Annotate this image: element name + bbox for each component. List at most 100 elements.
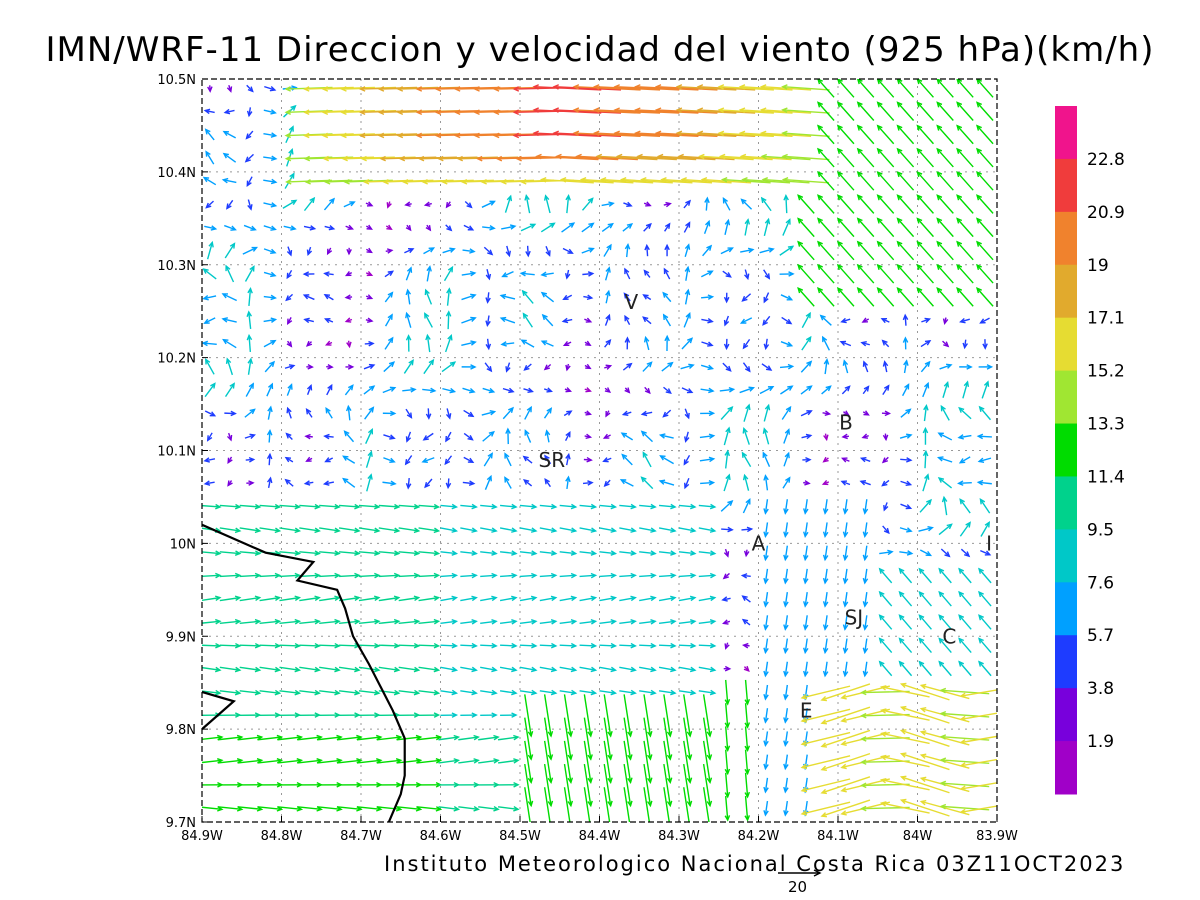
vector-shaft xyxy=(761,197,772,212)
wind-vector xyxy=(936,194,954,214)
y-tick-label: 10N xyxy=(170,537,196,552)
vector-head xyxy=(840,740,847,747)
vector-shaft xyxy=(801,336,812,351)
wind-vector xyxy=(343,201,356,208)
wind-vector xyxy=(675,84,737,91)
wind-vector xyxy=(524,740,534,785)
vector-shaft xyxy=(504,477,512,489)
wind-vector xyxy=(522,455,533,464)
vector-head xyxy=(254,642,262,649)
vector-shaft xyxy=(782,477,791,489)
vector-head xyxy=(540,340,548,346)
vector-head xyxy=(663,267,669,275)
vector-head xyxy=(876,170,883,178)
vector-shaft xyxy=(702,694,711,737)
vector-head xyxy=(727,526,734,533)
vector-shaft xyxy=(519,574,536,578)
vector-head xyxy=(958,458,966,464)
vector-shaft xyxy=(520,223,536,232)
vector-head xyxy=(943,380,950,388)
vector-head xyxy=(958,590,965,598)
vector-shaft xyxy=(339,644,360,647)
wind-vector xyxy=(575,153,638,161)
wind-vector xyxy=(323,433,334,440)
vector-shaft xyxy=(299,551,320,555)
vector-head xyxy=(334,642,341,649)
vector-head xyxy=(610,689,618,696)
vector-head xyxy=(215,572,222,579)
wind-vector xyxy=(900,480,913,487)
wind-vector xyxy=(684,408,690,420)
vector-head xyxy=(203,457,210,463)
vector-shaft xyxy=(543,740,552,783)
wind-vector xyxy=(959,758,997,768)
vector-head xyxy=(783,740,789,748)
vector-shaft xyxy=(821,752,871,771)
vector-head xyxy=(296,734,304,741)
vector-head xyxy=(324,340,332,346)
wind-vector xyxy=(445,224,453,232)
wind-vector xyxy=(532,107,602,114)
vector-head xyxy=(393,503,401,510)
vector-shaft xyxy=(976,241,994,261)
wind-vector xyxy=(840,480,851,486)
wind-vector xyxy=(898,567,913,584)
wind-vector xyxy=(959,521,971,537)
vector-shaft xyxy=(297,806,322,810)
vector-head xyxy=(650,527,657,533)
vector-shaft xyxy=(344,430,355,443)
wind-vector xyxy=(862,568,869,585)
wind-vector xyxy=(675,107,737,114)
vector-shaft xyxy=(782,155,830,161)
vector-head xyxy=(254,527,262,534)
wind-vector xyxy=(603,763,613,808)
wind-vector xyxy=(937,477,953,489)
wind-vector xyxy=(595,153,658,161)
vector-shaft xyxy=(698,85,756,91)
wind-vector xyxy=(266,429,273,443)
x-tick-label: 84.5W xyxy=(499,829,541,844)
vector-head xyxy=(270,317,278,323)
vector-shaft xyxy=(897,287,915,307)
wind-vector xyxy=(445,201,452,209)
wind-vector xyxy=(797,240,815,261)
wind-vector xyxy=(921,317,932,324)
wind-vector xyxy=(599,572,618,579)
vector-shaft xyxy=(723,474,730,492)
vector-head xyxy=(640,430,647,437)
wind-vector xyxy=(202,642,222,649)
vector-shaft xyxy=(844,661,848,676)
wind-vector xyxy=(698,689,717,696)
vector-head xyxy=(305,456,312,462)
vector-head xyxy=(535,153,542,160)
vector-head xyxy=(725,365,732,372)
wind-vector xyxy=(365,317,374,324)
vector-shaft xyxy=(501,225,516,230)
wind-vector xyxy=(579,619,598,625)
wind-vector xyxy=(345,224,354,231)
vector-head xyxy=(493,806,500,812)
wind-vector xyxy=(584,340,592,346)
vector-shaft xyxy=(299,504,320,508)
colorbar-label: 1.9 xyxy=(1087,732,1114,752)
vector-shaft xyxy=(358,690,380,694)
wind-vector xyxy=(684,288,691,305)
wind-vector xyxy=(634,107,699,114)
vector-shaft xyxy=(642,361,653,372)
wind-vector xyxy=(876,124,895,145)
vector-shaft xyxy=(594,132,661,138)
wind-vector xyxy=(859,480,871,486)
vector-head xyxy=(302,271,310,277)
vector-shaft xyxy=(297,736,322,741)
vector-head xyxy=(424,312,430,319)
wind-vector xyxy=(305,408,313,418)
vector-head xyxy=(709,666,717,673)
wind-vector xyxy=(460,712,478,718)
vector-shaft xyxy=(398,574,419,578)
wind-vector xyxy=(543,694,554,738)
vector-shaft xyxy=(916,125,934,145)
wind-vector xyxy=(922,426,929,445)
wind-vector xyxy=(223,108,235,115)
vector-head xyxy=(842,624,849,631)
vector-shaft xyxy=(603,787,611,822)
